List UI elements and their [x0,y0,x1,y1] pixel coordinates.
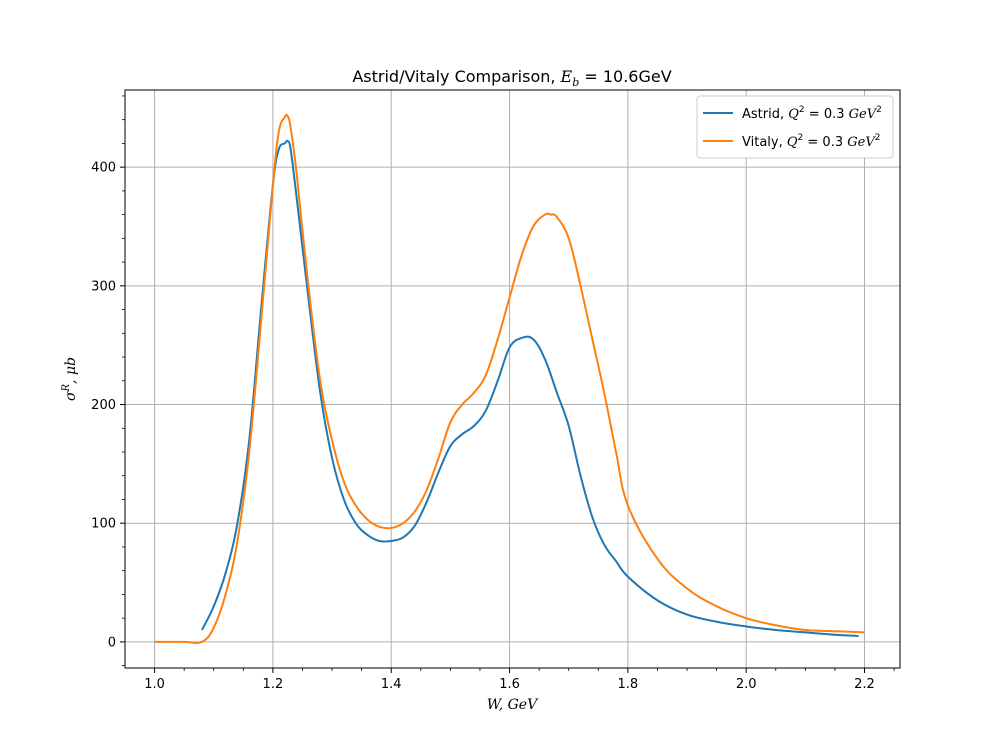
legend-box [696,95,894,159]
x-axis-label: W, GeV [487,697,539,713]
x-tick-label: 1.6 [499,677,520,692]
y-tick-label: 300 [91,279,116,294]
x-tick-label: 1.0 [144,677,165,692]
x-tick-label: 1.8 [618,677,639,692]
legend-label: Astrid, Q2 = 0.3 GeV2 [742,105,882,122]
y-tick-label: 400 [91,161,116,176]
legend-label: Vitaly, Q2 = 0.3 GeV2 [742,133,880,150]
series-line-vitaly [154,113,865,645]
x-axis: 1.0 1.2 1.4 1.6 1.8 2.0 2.2 [144,668,895,692]
y-axis: 0 100 200 300 400 [91,95,125,667]
plot-frame [124,89,901,669]
legend: Astrid, Q2 = 0.3 GeV2 Vitaly, Q2 = 0.3 Ge… [696,95,894,159]
y-tick-label: 200 [91,398,116,413]
y-axis-label: σR, μb [61,357,79,401]
x-tick-label: 2.0 [736,677,757,692]
series-line-astrid [201,139,859,637]
x-tick-label: 1.2 [263,677,284,692]
y-tick-label: 100 [91,517,116,532]
chart-title: Astrid/Vitaly Comparison, Eb = 10.6GeV [352,67,671,89]
series-layer [154,113,865,645]
x-tick-label: 1.4 [381,677,402,692]
y-tick-label: 0 [108,635,116,650]
x-tick-label: 2.2 [854,677,875,692]
